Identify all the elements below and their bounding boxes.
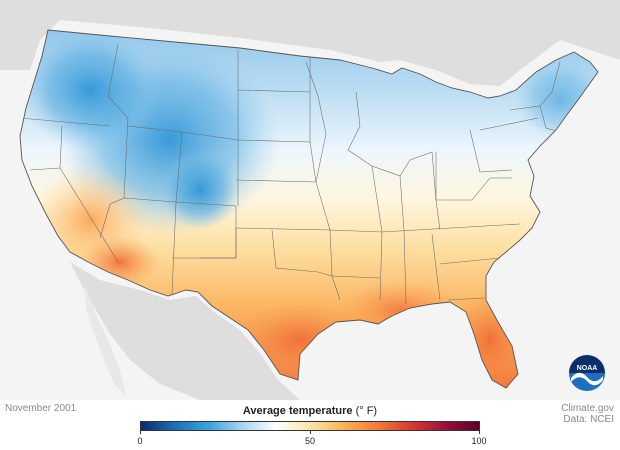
- date-label: November 2001: [5, 403, 77, 414]
- legend-unit: (° F): [355, 405, 378, 417]
- temperature-map: NOAA: [0, 0, 620, 400]
- legend-tick-label-mid: 50: [304, 436, 316, 446]
- credit-source: Climate.gov: [561, 403, 614, 414]
- legend-tick-mark: [140, 431, 141, 434]
- legend-tick-label-min: 0: [137, 436, 143, 446]
- legend-tick-mark: [310, 431, 311, 434]
- noaa-logo: NOAA: [568, 354, 606, 392]
- credit-block: Climate.gov Data: NCEI: [561, 403, 614, 425]
- legend-title-text: Average temperature: [242, 405, 353, 417]
- credit-data: Data: NCEI: [563, 414, 614, 425]
- state-borders: [20, 43, 561, 305]
- legend-tick-label-max: 100: [471, 436, 487, 446]
- baja-peninsula: [84, 282, 126, 396]
- noaa-logo-text: NOAA: [577, 365, 598, 372]
- mexico-landmass: [70, 262, 300, 400]
- color-scale-bar: [140, 421, 480, 431]
- canada-landmass: [0, 0, 620, 86]
- legend-title: Average temperature (° F): [140, 405, 480, 417]
- map-footer: November 2001 Average temperature (° F) …: [0, 400, 620, 450]
- legend-tick-mark: [479, 431, 480, 434]
